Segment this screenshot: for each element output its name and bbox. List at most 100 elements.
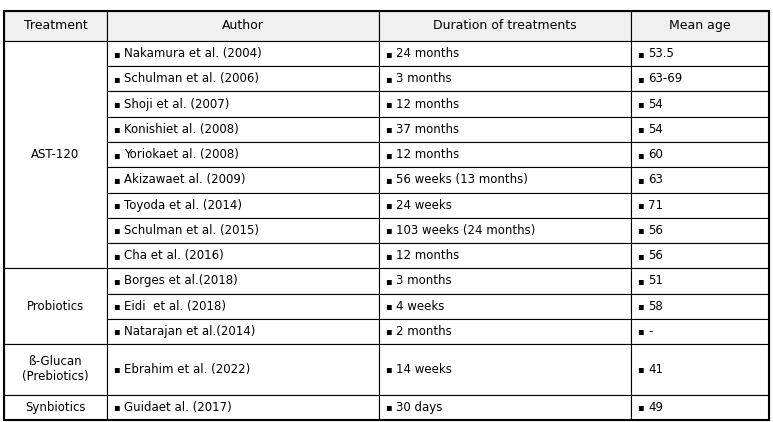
Text: ▪: ▪ bbox=[114, 124, 120, 134]
Bar bbox=[379, 11, 632, 41]
Text: 71: 71 bbox=[649, 199, 663, 212]
Text: ▪: ▪ bbox=[638, 99, 644, 109]
Text: 58: 58 bbox=[649, 300, 663, 313]
Bar bbox=[4, 395, 107, 420]
Bar bbox=[379, 243, 632, 268]
Text: AST-120: AST-120 bbox=[32, 148, 80, 161]
Text: ▪: ▪ bbox=[638, 200, 644, 210]
Bar bbox=[379, 92, 632, 117]
Bar bbox=[107, 66, 379, 92]
Text: 56: 56 bbox=[649, 249, 663, 262]
Bar bbox=[107, 218, 379, 243]
Text: 60: 60 bbox=[649, 148, 663, 161]
Bar bbox=[632, 167, 769, 192]
Text: ß-Glucan
(Prebiotics): ß-Glucan (Prebiotics) bbox=[22, 355, 89, 383]
Text: ▪: ▪ bbox=[638, 402, 644, 412]
Text: 12 months: 12 months bbox=[396, 97, 459, 111]
Text: ▪: ▪ bbox=[385, 225, 392, 235]
Text: ▪: ▪ bbox=[638, 124, 644, 134]
Text: 24 months: 24 months bbox=[396, 47, 459, 60]
Text: ▪: ▪ bbox=[638, 175, 644, 185]
Text: 56: 56 bbox=[649, 224, 663, 237]
Bar bbox=[107, 395, 379, 420]
Text: Guidaet al. (2017): Guidaet al. (2017) bbox=[124, 401, 232, 414]
Text: ▪: ▪ bbox=[385, 74, 392, 84]
Bar bbox=[107, 268, 379, 294]
Text: Shoji et al. (2007): Shoji et al. (2007) bbox=[124, 97, 230, 111]
Text: 103 weeks (24 months): 103 weeks (24 months) bbox=[396, 224, 535, 237]
Text: ▪: ▪ bbox=[385, 301, 392, 311]
Bar bbox=[632, 66, 769, 92]
Bar bbox=[632, 92, 769, 117]
Text: 49: 49 bbox=[649, 401, 663, 414]
Bar bbox=[107, 117, 379, 142]
Text: ▪: ▪ bbox=[385, 175, 392, 185]
Text: -: - bbox=[649, 325, 652, 338]
Text: ▪: ▪ bbox=[638, 364, 644, 374]
Bar bbox=[379, 319, 632, 344]
Bar bbox=[107, 344, 379, 395]
Text: Synbiotics: Synbiotics bbox=[26, 401, 86, 414]
Bar bbox=[379, 142, 632, 167]
Text: Author: Author bbox=[222, 19, 264, 32]
Bar bbox=[379, 268, 632, 294]
Text: Duration of treatments: Duration of treatments bbox=[434, 19, 577, 32]
Text: 3 months: 3 months bbox=[396, 274, 451, 287]
Text: 37 months: 37 months bbox=[396, 123, 459, 136]
Bar bbox=[632, 218, 769, 243]
Bar bbox=[4, 344, 107, 395]
Text: ▪: ▪ bbox=[114, 301, 120, 311]
Text: ▪: ▪ bbox=[114, 99, 120, 109]
Bar bbox=[379, 167, 632, 192]
Text: ▪: ▪ bbox=[385, 124, 392, 134]
Bar bbox=[632, 294, 769, 319]
Text: ▪: ▪ bbox=[638, 276, 644, 286]
Text: Yoriokaet al. (2008): Yoriokaet al. (2008) bbox=[124, 148, 239, 161]
Text: 53.5: 53.5 bbox=[649, 47, 674, 60]
Bar bbox=[632, 268, 769, 294]
Text: ▪: ▪ bbox=[638, 251, 644, 261]
Bar bbox=[4, 11, 107, 41]
Bar bbox=[632, 319, 769, 344]
Bar bbox=[379, 294, 632, 319]
Text: 54: 54 bbox=[649, 97, 663, 111]
Bar bbox=[107, 319, 379, 344]
Text: 30 days: 30 days bbox=[396, 401, 442, 414]
Bar bbox=[107, 11, 379, 41]
Bar bbox=[107, 192, 379, 218]
Text: 14 weeks: 14 weeks bbox=[396, 363, 451, 376]
Text: Toyoda et al. (2014): Toyoda et al. (2014) bbox=[124, 199, 242, 212]
Text: ▪: ▪ bbox=[638, 225, 644, 235]
Bar bbox=[379, 41, 632, 66]
Text: Natarajan et al.(2014): Natarajan et al.(2014) bbox=[124, 325, 256, 338]
Text: Akizawaet al. (2009): Akizawaet al. (2009) bbox=[124, 173, 246, 187]
Bar bbox=[379, 395, 632, 420]
Text: ▪: ▪ bbox=[638, 327, 644, 336]
Text: ▪: ▪ bbox=[385, 327, 392, 336]
Text: ▪: ▪ bbox=[114, 175, 120, 185]
Bar bbox=[379, 117, 632, 142]
Bar bbox=[107, 243, 379, 268]
Bar bbox=[632, 395, 769, 420]
Text: ▪: ▪ bbox=[114, 49, 120, 59]
Text: ▪: ▪ bbox=[114, 150, 120, 160]
Text: ▪: ▪ bbox=[385, 402, 392, 412]
Text: Schulman et al. (2015): Schulman et al. (2015) bbox=[124, 224, 259, 237]
Text: 56 weeks (13 months): 56 weeks (13 months) bbox=[396, 173, 528, 187]
Text: ▪: ▪ bbox=[114, 251, 120, 261]
Bar bbox=[632, 41, 769, 66]
Text: Mean age: Mean age bbox=[669, 19, 731, 32]
Text: ▪: ▪ bbox=[114, 276, 120, 286]
Text: 51: 51 bbox=[649, 274, 663, 287]
Bar bbox=[4, 41, 107, 268]
Text: Eidi  et al. (2018): Eidi et al. (2018) bbox=[124, 300, 226, 313]
Text: Treatment: Treatment bbox=[24, 19, 87, 32]
Bar bbox=[4, 268, 107, 344]
Text: Borges et al.(2018): Borges et al.(2018) bbox=[124, 274, 238, 287]
Text: ▪: ▪ bbox=[114, 402, 120, 412]
Bar bbox=[107, 92, 379, 117]
Text: 2 months: 2 months bbox=[396, 325, 451, 338]
Text: ▪: ▪ bbox=[114, 327, 120, 336]
Bar bbox=[632, 117, 769, 142]
Text: ▪: ▪ bbox=[385, 364, 392, 374]
